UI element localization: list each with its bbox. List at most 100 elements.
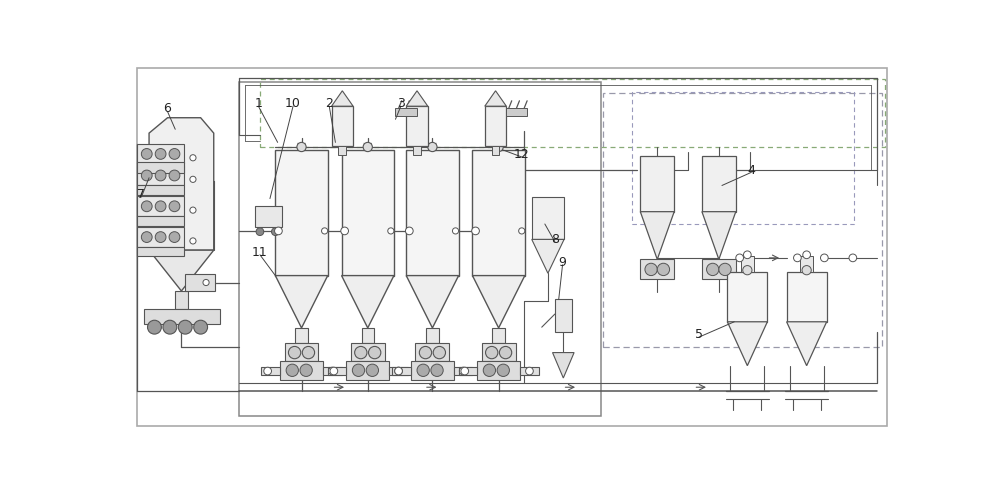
Bar bbox=[137, 196, 184, 216]
Bar bbox=[640, 260, 674, 280]
Polygon shape bbox=[406, 276, 459, 328]
Text: 7: 7 bbox=[137, 188, 145, 201]
Text: 6: 6 bbox=[164, 102, 171, 115]
Circle shape bbox=[194, 320, 208, 334]
Bar bbox=[389, 367, 408, 375]
Polygon shape bbox=[553, 353, 574, 378]
Circle shape bbox=[271, 228, 279, 236]
Circle shape bbox=[519, 228, 525, 234]
Circle shape bbox=[141, 232, 152, 243]
Circle shape bbox=[461, 367, 469, 375]
Circle shape bbox=[203, 280, 209, 285]
Circle shape bbox=[342, 228, 348, 234]
Polygon shape bbox=[532, 240, 564, 273]
Circle shape bbox=[743, 265, 752, 275]
Bar bbox=[415, 343, 449, 361]
Polygon shape bbox=[472, 276, 525, 328]
Bar bbox=[137, 166, 184, 186]
Circle shape bbox=[264, 367, 271, 375]
Polygon shape bbox=[727, 322, 767, 366]
Circle shape bbox=[431, 364, 443, 376]
Polygon shape bbox=[702, 212, 736, 260]
Polygon shape bbox=[640, 212, 674, 260]
Circle shape bbox=[141, 170, 152, 181]
Bar bbox=[295, 328, 308, 343]
Bar bbox=[261, 367, 280, 375]
Bar bbox=[137, 247, 184, 256]
Bar bbox=[603, 93, 882, 347]
Circle shape bbox=[395, 367, 402, 375]
Bar bbox=[395, 109, 417, 116]
Circle shape bbox=[190, 176, 196, 183]
Circle shape bbox=[452, 228, 459, 234]
Polygon shape bbox=[485, 91, 506, 106]
Bar bbox=[260, 79, 885, 147]
Polygon shape bbox=[332, 91, 353, 106]
Text: 2: 2 bbox=[325, 97, 333, 111]
Circle shape bbox=[736, 254, 744, 262]
Circle shape bbox=[190, 155, 196, 161]
Bar bbox=[492, 146, 499, 155]
Bar bbox=[328, 367, 346, 375]
Circle shape bbox=[169, 232, 180, 243]
Bar bbox=[338, 146, 346, 155]
Bar bbox=[520, 367, 539, 375]
Polygon shape bbox=[342, 276, 394, 328]
Bar bbox=[137, 227, 184, 247]
Text: 9: 9 bbox=[559, 256, 566, 269]
Polygon shape bbox=[787, 322, 827, 366]
Circle shape bbox=[302, 346, 315, 359]
Circle shape bbox=[341, 227, 348, 235]
Text: 1: 1 bbox=[254, 97, 262, 111]
Circle shape bbox=[657, 263, 670, 276]
Polygon shape bbox=[149, 118, 214, 250]
Circle shape bbox=[275, 227, 282, 235]
Bar bbox=[506, 109, 527, 116]
Circle shape bbox=[472, 227, 479, 235]
Circle shape bbox=[405, 227, 413, 235]
Bar bbox=[175, 291, 188, 309]
Circle shape bbox=[275, 228, 282, 234]
Polygon shape bbox=[275, 150, 328, 276]
Circle shape bbox=[169, 149, 180, 159]
Bar bbox=[482, 343, 516, 361]
Circle shape bbox=[369, 346, 381, 359]
Circle shape bbox=[820, 254, 828, 262]
Polygon shape bbox=[406, 150, 459, 276]
Bar bbox=[426, 328, 439, 343]
Circle shape bbox=[300, 364, 312, 376]
Bar bbox=[485, 106, 506, 146]
Circle shape bbox=[155, 201, 166, 212]
Bar bbox=[800, 256, 813, 272]
Circle shape bbox=[155, 232, 166, 243]
Bar bbox=[239, 81, 601, 416]
Bar bbox=[332, 106, 353, 146]
Circle shape bbox=[526, 367, 533, 375]
Circle shape bbox=[744, 251, 751, 259]
Circle shape bbox=[483, 364, 496, 376]
Bar bbox=[727, 272, 767, 322]
Circle shape bbox=[459, 367, 467, 375]
Circle shape bbox=[141, 201, 152, 212]
Bar bbox=[741, 256, 754, 272]
Bar bbox=[392, 367, 411, 375]
Text: 5: 5 bbox=[695, 328, 703, 341]
Circle shape bbox=[417, 364, 429, 376]
Bar bbox=[346, 361, 389, 379]
Bar bbox=[285, 343, 318, 361]
Bar bbox=[406, 106, 428, 146]
Circle shape bbox=[178, 320, 192, 334]
Bar bbox=[144, 309, 220, 324]
Circle shape bbox=[363, 142, 372, 151]
Circle shape bbox=[486, 346, 498, 359]
Circle shape bbox=[355, 346, 367, 359]
Circle shape bbox=[328, 367, 336, 375]
Polygon shape bbox=[149, 250, 214, 291]
Bar bbox=[137, 162, 184, 173]
Circle shape bbox=[794, 254, 801, 262]
Circle shape bbox=[388, 228, 394, 234]
Bar bbox=[532, 197, 564, 240]
Bar bbox=[702, 156, 736, 212]
Bar bbox=[555, 300, 572, 332]
Polygon shape bbox=[472, 150, 525, 276]
